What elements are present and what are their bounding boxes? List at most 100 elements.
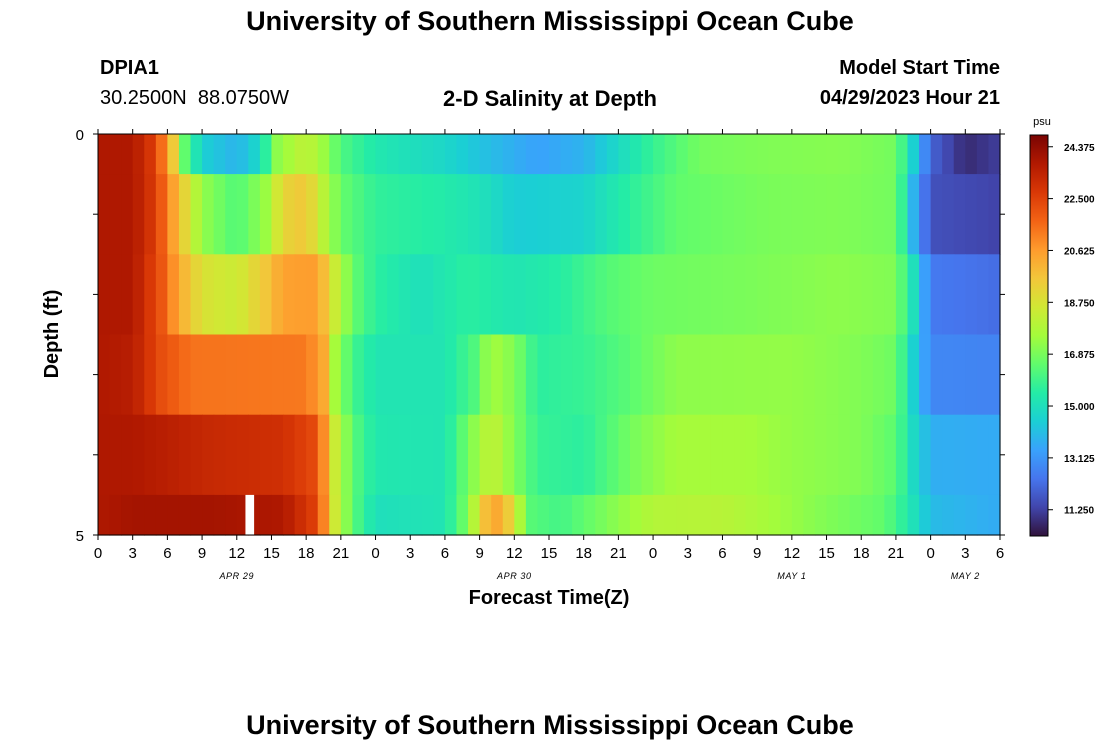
heatmap-cell [121, 134, 134, 175]
heatmap-cell [329, 254, 342, 336]
heatmap-cell [664, 254, 677, 336]
heatmap-cell [583, 494, 596, 536]
heatmap-cell [340, 254, 354, 336]
heatmap-cell [872, 174, 885, 255]
heatmap-cell [722, 334, 735, 416]
heatmap-cell [421, 174, 434, 255]
heatmap-cell [479, 174, 492, 255]
heatmap-cell [410, 174, 423, 255]
heatmap-cell [121, 414, 134, 496]
heatmap-cell [988, 254, 1001, 336]
heatmap-cell [953, 494, 966, 536]
heatmap-cell [444, 334, 458, 416]
heatmap-cell [699, 414, 712, 496]
heatmap-cell [849, 254, 862, 336]
heatmap-cell [421, 334, 434, 416]
heatmap-cell [595, 174, 608, 255]
heatmap-cell [468, 334, 481, 416]
model-start-label: Model Start Time [839, 57, 1000, 79]
heatmap-cell [976, 414, 990, 496]
heatmap-cell [687, 174, 700, 255]
heatmap-cell [514, 334, 527, 416]
x-tick-label: 6 [163, 545, 171, 562]
x-tick-label: 3 [961, 545, 969, 562]
heatmap-cell [641, 254, 654, 336]
heatmap-cell [757, 254, 770, 336]
heatmap-cell [583, 414, 596, 496]
heatmap-cell [98, 174, 111, 255]
heatmap-cell [826, 494, 839, 536]
heatmap-cell [144, 334, 157, 416]
heatmap-cell [560, 174, 573, 255]
heatmap-cell [560, 334, 573, 416]
heatmap-cell [468, 494, 481, 536]
heatmap-cell [699, 334, 712, 416]
heatmap-cell [919, 494, 932, 536]
heatmap-cell [502, 414, 515, 496]
heatmap-cell [861, 134, 874, 175]
heatmap-cell [109, 494, 122, 536]
heatmap-cell [514, 174, 527, 255]
heatmap-cell [421, 254, 434, 336]
heatmap-cell [884, 174, 897, 255]
heatmap-cell [838, 494, 851, 536]
colorbar-tick-label: 24.375 [1064, 143, 1095, 154]
heatmap-cell [687, 334, 700, 416]
x-tick-label: 3 [406, 545, 414, 562]
colorbar-tick-label: 15.000 [1064, 402, 1095, 413]
heatmap-cell [930, 174, 943, 255]
heatmap-cell [572, 134, 585, 175]
heatmap-cell [387, 174, 400, 255]
heatmap-cell [676, 134, 689, 175]
heatmap-cell [838, 134, 851, 175]
heatmap-cell [259, 334, 273, 416]
colorbar-tick-label: 13.125 [1064, 454, 1095, 465]
heatmap-cell [838, 334, 851, 416]
x-tick-label: 21 [333, 545, 350, 562]
heatmap-cell [421, 134, 434, 175]
heatmap-cell [537, 414, 550, 496]
heatmap-cell [537, 334, 550, 416]
heatmap-cell [329, 174, 342, 255]
heatmap-cell [907, 414, 920, 496]
heatmap-cell [606, 174, 619, 255]
heatmap-cell [734, 414, 747, 496]
heatmap-cell [317, 254, 330, 336]
heatmap-cell [676, 254, 689, 336]
heatmap-cell [155, 254, 168, 336]
heatmap-cell [398, 414, 411, 496]
heatmap-cell [618, 254, 631, 336]
heatmap-cell [734, 334, 747, 416]
heatmap-cell [144, 174, 157, 255]
x-tick-label: 9 [198, 545, 206, 562]
colorbar-tick-label: 11.250 [1064, 506, 1094, 517]
heatmap-cell [491, 254, 504, 336]
heatmap-cell [676, 334, 689, 416]
heatmap-cell [930, 134, 943, 175]
heatmap-cell [895, 494, 909, 536]
heatmap-cell [468, 414, 481, 496]
heatmap-cell [479, 334, 492, 416]
heatmap-cell [919, 254, 932, 336]
heatmap-cell [283, 254, 296, 336]
heatmap-cell [780, 134, 793, 175]
date-label: MAY 1 [777, 571, 806, 581]
heatmap-cell [98, 334, 111, 416]
heatmap-cell [433, 254, 446, 336]
heatmap-cell [375, 494, 388, 536]
heatmap-cell [317, 494, 330, 536]
heatmap-cell [803, 414, 816, 496]
heatmap-cell [363, 334, 377, 416]
station-coordinates: 30.2500N 88.0750W [100, 87, 290, 109]
heatmap-cell [410, 134, 423, 175]
heatmap-cell [375, 414, 388, 496]
heatmap-cell [340, 414, 354, 496]
heatmap-cell [722, 174, 735, 255]
heatmap-cell [375, 174, 388, 255]
heatmap-cell [872, 494, 885, 536]
heatmap-cell [895, 174, 909, 255]
heatmap-cell [514, 134, 527, 175]
heatmap-cell [132, 134, 145, 175]
heatmap-cell [791, 134, 805, 175]
heatmap-cell [155, 494, 168, 536]
